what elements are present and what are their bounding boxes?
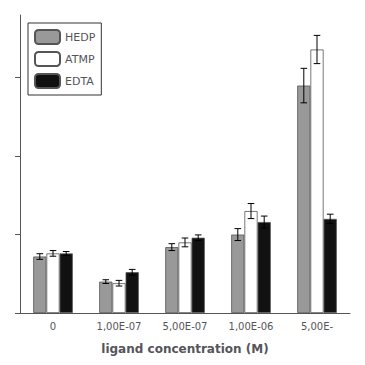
svg-text:ligand concentration (M): ligand concentration (M) — [101, 342, 268, 356]
svg-text:EDTA: EDTA — [65, 75, 94, 88]
svg-text:1,00E-07: 1,00E-07 — [97, 321, 142, 332]
svg-text:0: 0 — [50, 321, 56, 332]
svg-text:5,00E-07: 5,00E-07 — [163, 321, 208, 332]
svg-text:HEDP: HEDP — [65, 31, 96, 44]
svg-text:5,00E-: 5,00E- — [301, 321, 334, 332]
svg-text:1,00E-06: 1,00E-06 — [229, 321, 274, 332]
svg-text:ATMP: ATMP — [65, 53, 95, 66]
